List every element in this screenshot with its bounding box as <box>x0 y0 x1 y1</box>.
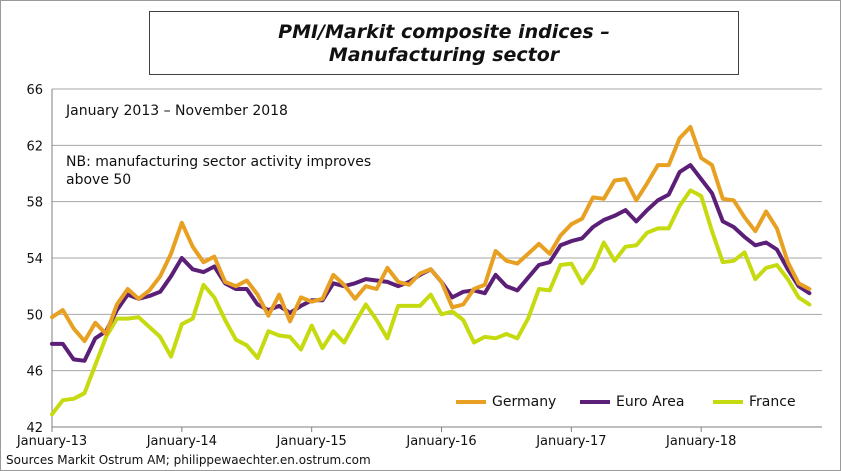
legend-swatch <box>456 400 486 404</box>
x-tick-label: January-13 <box>16 434 87 449</box>
y-tick-label: 54 <box>26 252 43 267</box>
x-tick-label: January-18 <box>665 434 736 449</box>
series-line-france <box>50 188 812 417</box>
x-tick-label: January-17 <box>535 434 606 449</box>
x-tick-label: January-14 <box>146 434 217 449</box>
x-tick-label: January-15 <box>276 434 347 449</box>
y-tick-label: 58 <box>26 196 43 211</box>
legend-swatch <box>580 400 610 404</box>
legend-item-france: France <box>713 394 796 410</box>
y-tick-label: 46 <box>26 365 43 380</box>
source-note: Sources Markit Ostrum AM; philippewaecht… <box>6 453 371 467</box>
series-line-germany <box>50 125 812 344</box>
y-tick-label: 50 <box>26 308 43 323</box>
legend-item-euro-area: Euro Area <box>580 394 684 410</box>
legend-label: Germany <box>492 394 557 410</box>
chart-title-line2: Manufacturing sector <box>328 44 560 66</box>
chart-title-box: PMI/Markit composite indices – Manufactu… <box>149 11 739 75</box>
legend-label: France <box>749 394 796 410</box>
x-tick-label: January-16 <box>405 434 476 449</box>
y-tick-label: 62 <box>26 139 43 154</box>
legend-item-germany: Germany <box>456 394 556 410</box>
legend-label: Euro Area <box>616 394 685 410</box>
legend-swatch <box>713 400 743 404</box>
y-tick-label: 66 <box>26 83 43 98</box>
y-tick-label: 42 <box>26 421 43 436</box>
chart-title-line1: PMI/Markit composite indices – <box>278 21 610 43</box>
nb-note: NB: manufacturing sector activity improv… <box>66 154 372 188</box>
period-note: January 2013 – November 2018 <box>66 103 288 119</box>
